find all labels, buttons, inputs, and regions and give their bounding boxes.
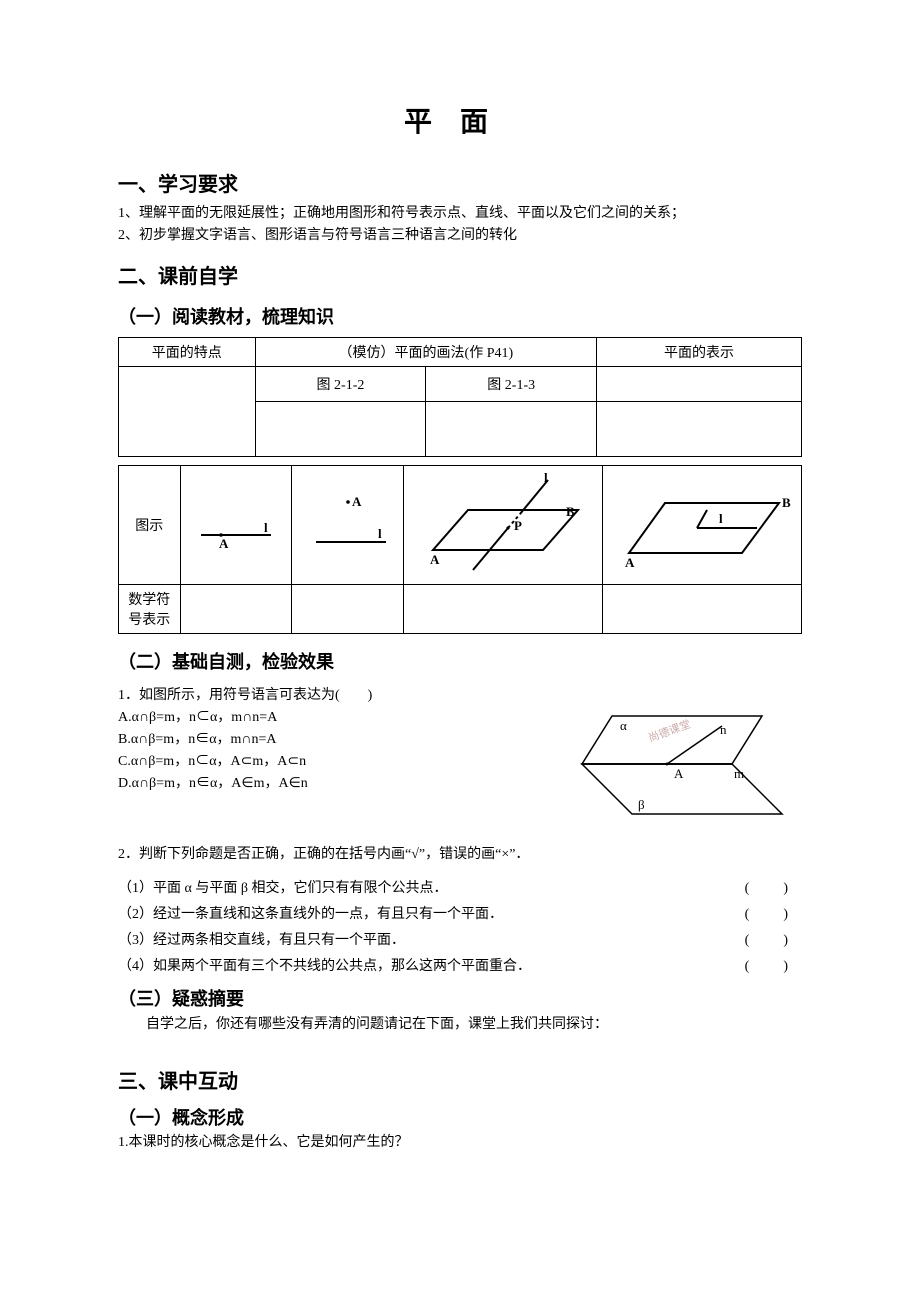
sec2-sub2-heading: （二）基础自测，检验效果 (118, 648, 802, 674)
q2-paren-1: ( ) (745, 877, 802, 897)
svg-text:尚德课堂: 尚德课堂 (646, 717, 692, 745)
q1-stem: 1．如图所示，用符号语言可表达为( ) (118, 684, 802, 704)
question-1: 1．如图所示，用符号语言可表达为( ) A.α∩β=m，n⊂α，m∩n=A B.… (118, 684, 802, 829)
t2-sym-4 (603, 585, 802, 634)
diagram-point-off-line-icon: A l (298, 480, 398, 570)
page-root: 平面 一、学习要求 1、理解平面的无限延展性；正确地用图形和符号表示点、直线、平… (0, 0, 920, 1302)
t2-diagram-4: l B A (603, 466, 802, 585)
question-2: 2．判断下列命题是否正确，正确的在括号内画“√”，错误的画“×”． （1）平面 … (118, 843, 802, 975)
section-3-heading: 三、课中互动 (118, 1065, 802, 1094)
sec2-sub3-heading: （三）疑惑摘要 (118, 985, 802, 1011)
section-2-heading: 二、课前自学 (118, 260, 802, 289)
sec2-sub1-heading: （一）阅读教材，梳理知识 (118, 303, 802, 329)
svg-text:P: P (514, 518, 522, 533)
sec2-sub3-text: 自学之后，你还有哪些没有弄清的问题请记在下面，课堂上我们共同探讨： (118, 1013, 802, 1033)
q2-i1: （1）平面 α 与平面 β 相交，它们只有有限个公共点． (118, 877, 447, 897)
t1-r3c3-blank (426, 402, 597, 457)
svg-text:A: A (625, 555, 635, 570)
svg-text:m: m (734, 766, 744, 781)
svg-text:A: A (352, 494, 362, 509)
q2-paren-4: ( ) (745, 955, 802, 975)
t2-rowlabel-1: 图示 (119, 466, 181, 585)
svg-text:β: β (638, 797, 645, 812)
svg-text:l: l (378, 526, 382, 541)
svg-text:α: α (620, 718, 627, 733)
q2-i3: （3）经过两条相交直线，有且只有一个平面． (118, 929, 405, 949)
t2-sym-2 (292, 585, 404, 634)
t1-r2c1: 图 2-1-2 (255, 367, 426, 402)
t2-diagram-3: l P B A (404, 466, 603, 585)
svg-text:l: l (264, 520, 268, 535)
t1-h2: （模仿）平面的画法(作 P41) (255, 338, 597, 367)
table-plane-properties: 平面的特点 （模仿）平面的画法(作 P41) 平面的表示 图 2-1-2 图 2… (118, 337, 802, 457)
t2-diagram-2: A l (292, 466, 404, 585)
q2-i2: （2）经过一条直线和这条直线外的一点，有且只有一个平面． (118, 903, 503, 923)
svg-text:A: A (430, 552, 440, 567)
diagram-line-in-plane-icon: l B A (607, 475, 797, 575)
table-diagram-symbols: 图示 A l A l (118, 465, 802, 634)
q1-opt-c: C.α∩β=m，n⊂α，A⊂m，A⊂n (118, 750, 572, 770)
t2-rowlabel-2: 数学符号表示 (119, 585, 181, 634)
diagram-point-on-line-icon: A l (186, 490, 286, 560)
q2-paren-3: ( ) (745, 929, 802, 949)
q1-opt-b: B.α∩β=m，n∈α，m∩n=A (118, 728, 572, 748)
section-1-heading: 一、学习要求 (118, 168, 802, 197)
t1-r3c2-blank (255, 402, 426, 457)
t1-r2c4-blank (597, 367, 802, 402)
q1-figure: α β n A m 尚德课堂 (572, 704, 802, 829)
q2-i4: （4）如果两个平面有三个不共线的公共点，那么这两个平面重合． (118, 955, 531, 975)
sec1-line2: 2、初步掌握文字语言、图形语言与符号语言三种语言之间的转化 (118, 225, 802, 247)
sec3-sub1-heading: （一）概念形成 (118, 1104, 802, 1130)
sec1-line1: 1、理解平面的无限延展性；正确地用图形和符号表示点、直线、平面以及它们之间的关系… (118, 203, 802, 225)
svg-text:B: B (782, 495, 791, 510)
svg-text:n: n (720, 722, 727, 737)
q2-stem: 2．判断下列命题是否正确，正确的在括号内画“√”，错误的画“×”． (118, 843, 802, 863)
t1-r2c2: 图 2-1-3 (426, 367, 597, 402)
t1-h3: 平面的表示 (597, 338, 802, 367)
svg-text:B: B (566, 504, 575, 519)
page-title: 平面 (118, 100, 802, 140)
t2-diagram-1: A l (180, 466, 292, 585)
q1-opt-d: D.α∩β=m，n∈α，A∈m，A∈n (118, 772, 572, 792)
q1-opt-a: A.α∩β=m，n⊂α，m∩n=A (118, 706, 572, 726)
t1-h1: 平面的特点 (119, 338, 256, 367)
sec3-sub1-q: 1.本课时的核心概念是什么、它是如何产生的？ (118, 1132, 802, 1154)
svg-text:l: l (544, 470, 548, 485)
t1-c1-blank (119, 367, 256, 457)
t2-sym-1 (180, 585, 292, 634)
t1-r4c4-blank (597, 402, 802, 457)
t2-sym-3 (404, 585, 603, 634)
diagram-line-through-plane-icon: l P B A (408, 470, 598, 580)
two-planes-intersect-icon: α β n A m 尚德课堂 (572, 704, 792, 824)
svg-text:l: l (719, 511, 723, 526)
svg-text:A: A (219, 536, 229, 551)
svg-text:A: A (674, 766, 684, 781)
q2-paren-2: ( ) (745, 903, 802, 923)
